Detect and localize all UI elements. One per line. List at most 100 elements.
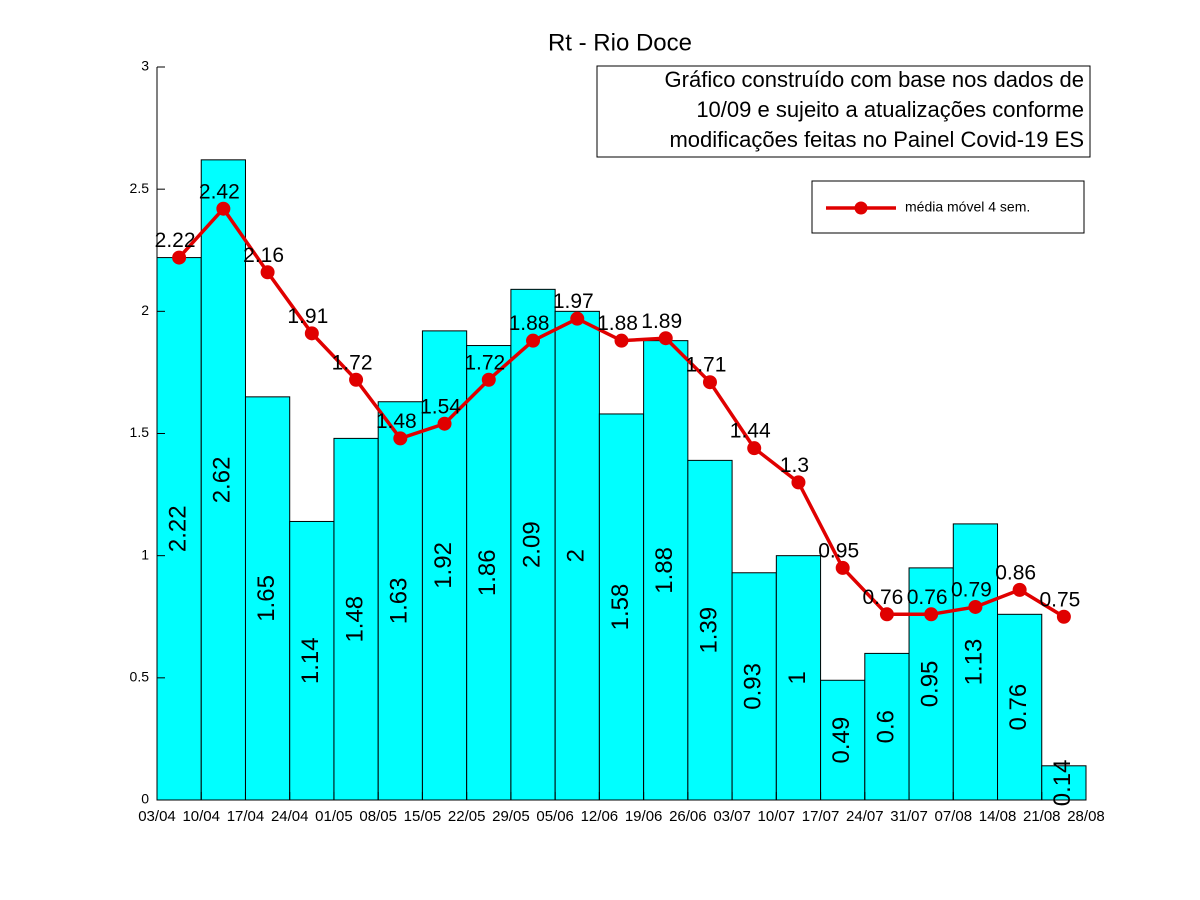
x-tick-label: 07/08 — [935, 808, 973, 825]
bar-value-label: 2.22 — [164, 505, 191, 552]
y-tick-label: 3 — [141, 58, 149, 74]
line-marker — [614, 333, 629, 348]
bar — [731, 572, 777, 801]
line-value-label: 0.79 — [951, 579, 992, 602]
bar-value-label: 1.92 — [430, 542, 457, 589]
line-marker — [570, 311, 585, 326]
line-value-label: 1.44 — [730, 420, 771, 443]
x-tick-label: 05/06 — [536, 808, 574, 825]
x-tick-label: 29/05 — [492, 808, 530, 825]
line-value-label: 1.48 — [376, 410, 417, 433]
line-value-label: 1.89 — [641, 310, 682, 333]
line-value-label: 1.72 — [332, 351, 373, 374]
bar — [687, 459, 733, 801]
line-marker — [393, 431, 408, 446]
line-value-label: 1.97 — [553, 290, 594, 313]
line-value-label: 2.22 — [155, 229, 196, 252]
x-tick-label: 08/05 — [359, 808, 397, 825]
bar — [643, 340, 689, 801]
line-value-label: 1.54 — [420, 395, 461, 418]
line-marker — [304, 326, 319, 341]
x-tick-label: 21/08 — [1023, 808, 1061, 825]
bar — [466, 345, 512, 801]
annotation-box — [596, 65, 1091, 158]
line-marker — [747, 441, 762, 456]
line-marker — [658, 331, 673, 346]
x-tick-label: 03/04 — [138, 808, 176, 825]
x-tick-label: 26/06 — [669, 808, 707, 825]
bar-value-label: 1.86 — [474, 549, 501, 596]
bar-value-label: 0.6 — [872, 710, 899, 743]
line-marker — [349, 372, 364, 387]
bar — [997, 613, 1043, 801]
bar-value-label: 1.13 — [961, 639, 988, 686]
y-tick-label: 0.5 — [130, 669, 150, 685]
line-value-label: 1.3 — [780, 454, 809, 477]
legend-marker — [854, 201, 868, 215]
line-value-label: 0.76 — [907, 586, 948, 609]
x-tick-label: 28/08 — [1067, 808, 1105, 825]
line-value-label: 1.91 — [287, 305, 328, 328]
x-tick-label: 24/04 — [271, 808, 309, 825]
line-marker — [924, 607, 939, 622]
y-tick-label: 1.5 — [130, 424, 150, 440]
x-tick-label: 31/07 — [890, 808, 928, 825]
bar-value-label: 1.58 — [607, 584, 634, 631]
bar — [156, 257, 202, 801]
line-marker — [437, 416, 452, 431]
line-marker — [1012, 582, 1027, 597]
bar-value-label: 0.93 — [740, 663, 767, 710]
x-tick-label: 19/06 — [625, 808, 663, 825]
line-marker — [702, 375, 717, 390]
line-marker — [526, 333, 541, 348]
x-tick-label: 17/04 — [227, 808, 265, 825]
line-value-label: 0.76 — [862, 586, 903, 609]
line-marker — [260, 265, 275, 280]
bar — [908, 567, 954, 801]
bar — [952, 523, 999, 801]
x-tick-label: 12/06 — [581, 808, 619, 825]
line-marker — [835, 560, 850, 575]
line-value-label: 1.72 — [464, 351, 505, 374]
bar-value-label: 1.63 — [386, 578, 413, 625]
line-value-label: 2.16 — [243, 244, 284, 267]
line-value-label: 1.88 — [509, 312, 550, 335]
line-value-label: 0.95 — [818, 539, 859, 562]
y-tick-label: 0 — [141, 791, 149, 807]
bar — [244, 396, 291, 801]
line-marker — [791, 475, 806, 490]
bar — [1041, 765, 1087, 801]
chart-title: Rt - Rio Doce — [548, 29, 692, 56]
line-value-label: 0.86 — [995, 561, 1036, 584]
bar — [864, 652, 910, 801]
bar-value-label: 2.09 — [518, 521, 545, 568]
bar — [510, 288, 556, 801]
line-marker — [968, 599, 983, 614]
bar — [775, 555, 822, 801]
y-tick-label: 2.5 — [130, 180, 150, 196]
bar-value-label: 0.95 — [917, 661, 944, 708]
line-marker — [216, 201, 231, 216]
x-tick-label: 24/07 — [846, 808, 884, 825]
bar — [554, 310, 600, 801]
y-tick-label: 2 — [141, 302, 149, 318]
bar-value-label: 0.14 — [1049, 760, 1076, 807]
x-tick-label: 22/05 — [448, 808, 486, 825]
x-tick-label: 10/04 — [182, 808, 220, 825]
bar-value-label: 0.76 — [1005, 684, 1032, 731]
line-value-label: 1.71 — [686, 354, 727, 377]
line-value-label: 0.75 — [1039, 588, 1080, 611]
y-tick-label: 1 — [141, 546, 149, 562]
x-tick-label: 10/07 — [758, 808, 796, 825]
bar-value-label: 1.48 — [341, 596, 368, 643]
bar-value-label: 1.65 — [253, 575, 280, 622]
annotation-line: Gráfico construído com base nos dados de — [665, 67, 1084, 92]
legend-label: média móvel 4 sem. — [905, 199, 1030, 215]
bar — [820, 679, 866, 801]
line-marker — [1056, 609, 1071, 624]
line-marker — [172, 250, 187, 265]
x-tick-label: 14/08 — [979, 808, 1017, 825]
bar — [200, 159, 246, 801]
bar-value-label: 2.62 — [209, 457, 236, 504]
